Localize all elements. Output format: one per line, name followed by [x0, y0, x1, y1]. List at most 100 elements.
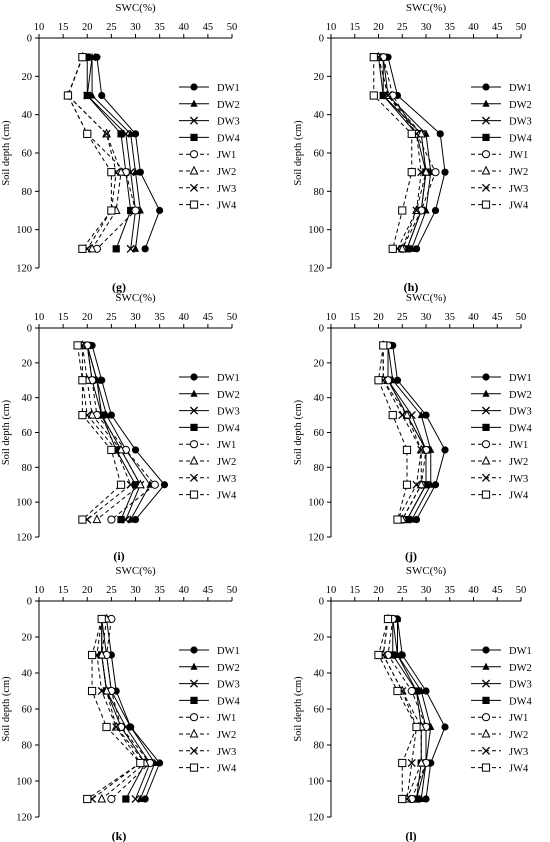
legend-label: DW4 [217, 696, 240, 707]
x-tick-label: 40 [468, 312, 479, 323]
data-point-jw3-stroke-b [417, 445, 426, 454]
data-point-dw1 [136, 168, 144, 176]
data-point-jw4-shape [402, 445, 412, 455]
legend-entry-dw3: DW3 [471, 679, 532, 691]
data-point-dw4 [117, 130, 125, 138]
data-point-dw4-shape [412, 795, 421, 803]
legend-entry-dw2: DW2 [179, 99, 240, 111]
x-tick-label: 45 [492, 585, 503, 596]
legend-label: DW2 [217, 390, 240, 401]
y-tick-label: 100 [308, 225, 324, 236]
data-point-jw3-stroke-b [407, 758, 416, 768]
data-point-jw4 [97, 614, 106, 624]
data-point-dw2-shape [127, 129, 135, 137]
x-axis-title: SWC(%) [115, 292, 156, 304]
y-tick-label: 60 [22, 705, 33, 716]
legend-entry-dw1: DW1 [179, 373, 240, 384]
x-tick-label: 30 [421, 585, 432, 596]
data-point-jw4-shape [83, 129, 92, 138]
data-point-dw2 [127, 515, 135, 523]
x-tick-label: 10 [34, 22, 45, 33]
legend-label: JW1 [217, 713, 236, 724]
data-point-jw2-shape [97, 649, 107, 659]
series-line-jw4 [86, 618, 142, 800]
x-tick-label: 45 [492, 312, 503, 323]
y-axis-title: Soil depth (cm) [293, 399, 304, 465]
legend-swatch-marker [482, 99, 490, 107]
x-tick-label: 45 [203, 585, 214, 596]
data-point-dw1-shape [93, 53, 101, 61]
data-point-dw1 [431, 206, 440, 215]
legend-swatch-marker-stroke-b [481, 116, 491, 125]
data-point-jw4 [407, 168, 416, 177]
legend-label: JW4 [509, 201, 529, 212]
legend-entry-jw3: JW3 [471, 746, 528, 758]
x-tick-label: 30 [130, 585, 141, 596]
y-tick-label: 80 [22, 187, 33, 198]
data-point-jw4-shape [107, 168, 116, 177]
legend-entry-jw1: JW1 [179, 713, 236, 724]
data-point-jw2-shape [102, 685, 111, 695]
legend-swatch-marker-shape [482, 646, 490, 654]
legend-label: JW4 [217, 491, 237, 502]
data-point-jw4-shape [87, 650, 97, 660]
legend-swatch-marker [482, 373, 490, 381]
data-point-jw3 [97, 686, 106, 696]
data-point-dw1 [441, 446, 449, 454]
legend-swatch-marker [482, 423, 490, 431]
data-point-jw3-stroke-b [126, 480, 135, 489]
series-line-jw3 [382, 345, 422, 520]
data-point-jw2 [97, 793, 107, 803]
legend-swatch-marker [481, 763, 491, 772]
legend-label: DW3 [509, 680, 532, 691]
y-tick-label: 100 [308, 498, 324, 509]
legend-entry-dw2: DW2 [179, 662, 240, 674]
data-point-dw4-shape [412, 687, 421, 695]
legend-label: JW2 [509, 167, 528, 178]
series-line-jw1 [382, 57, 437, 250]
data-point-jw2 [416, 757, 426, 767]
y-axis-title: Soil depth (cm) [293, 120, 304, 186]
series-line-dw3 [382, 57, 427, 250]
data-point-jw1-shape [131, 206, 140, 215]
data-point-jw3 [102, 129, 111, 138]
data-point-jw4-shape [83, 794, 92, 804]
series-line-dw2 [91, 57, 141, 249]
x-tick-label: 45 [203, 312, 214, 323]
data-point-jw4 [107, 206, 116, 215]
data-point-jw4-shape [383, 614, 393, 624]
series-line-jw3 [81, 345, 132, 520]
data-point-dw1-shape [98, 91, 106, 100]
x-tick-label: 45 [203, 22, 214, 33]
data-point-dw4-shape [117, 130, 125, 138]
legend-swatch-marker-stroke-b [481, 406, 491, 415]
data-point-jw4-shape [136, 758, 145, 768]
series-line-jw2 [101, 618, 146, 800]
x-tick-label: 40 [179, 312, 190, 323]
data-point-jw2 [416, 479, 426, 489]
x-tick-label: 15 [350, 22, 361, 33]
legend-entry-jw3: JW3 [179, 183, 236, 195]
data-point-dw4-shape [112, 245, 120, 253]
data-point-jw2 [416, 128, 426, 138]
series-line-jw2 [378, 57, 427, 250]
series-line-dw4 [378, 57, 427, 250]
data-point-dw1 [441, 723, 449, 731]
legend-entry-dw4: DW4 [179, 423, 240, 434]
data-point-dw4 [379, 91, 387, 100]
data-point-jw4 [83, 129, 92, 138]
legend-entry-dw4: DW4 [179, 133, 240, 144]
y-tick-label: 0 [27, 597, 32, 608]
series-line-jw4 [377, 345, 408, 520]
y-tick-label: 40 [22, 669, 33, 680]
series-line-jw2 [382, 618, 422, 800]
legend-entry-jw2: JW2 [471, 455, 528, 468]
y-tick-label: 80 [22, 463, 33, 474]
data-point-jw4-shape [78, 410, 87, 420]
data-point-dw2-shape [417, 410, 425, 419]
legend-swatch-marker-shape [190, 646, 198, 654]
legend-swatch-marker [190, 133, 198, 141]
data-point-jw4-shape [379, 341, 388, 350]
data-point-dw1 [141, 245, 149, 253]
